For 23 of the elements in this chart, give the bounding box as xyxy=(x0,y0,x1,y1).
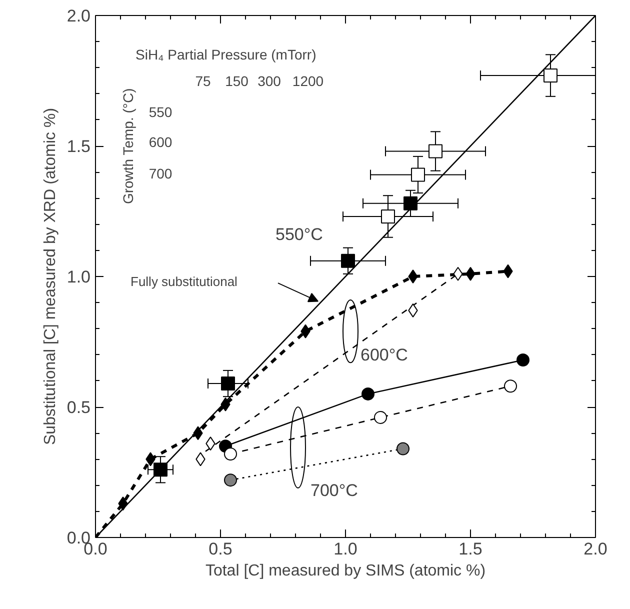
annotation: 150 xyxy=(225,72,249,89)
x-tick-label: 1.0 xyxy=(334,540,358,558)
annotation: 600 xyxy=(148,134,172,150)
y-tick-label: 2.0 xyxy=(66,6,91,26)
y-tick-label: 1.0 xyxy=(66,268,91,286)
annotation: Growth Temp. (°C) xyxy=(120,88,136,204)
y-tick-label: 1.5 xyxy=(66,137,91,156)
annotation: 700 xyxy=(148,165,172,182)
x-tick-label: 0.5 xyxy=(208,540,232,558)
x-tick-label: 1.5 xyxy=(458,540,482,558)
annotation: SiH₄ Partial Pressure (mTorr) xyxy=(136,46,316,63)
annotation: 550 xyxy=(148,104,172,120)
x-tick-label: 2.0 xyxy=(584,540,608,558)
x-axis-title: Total [C] measured by SIMS (atomic %) xyxy=(205,562,486,580)
annotation: 600°C xyxy=(360,345,408,364)
annotation: 550°C xyxy=(276,225,323,244)
y-tick-label: 0.5 xyxy=(66,398,91,417)
annotation: 300 xyxy=(258,72,282,89)
annotation: 75 xyxy=(195,72,211,89)
annotation: 1200 xyxy=(292,72,324,89)
annotation: Fully substitutional xyxy=(130,274,238,290)
annotation: 700°C xyxy=(310,481,358,500)
y-axis-title: Substitutional [C] measured by XRD (atomic %) xyxy=(42,108,59,446)
